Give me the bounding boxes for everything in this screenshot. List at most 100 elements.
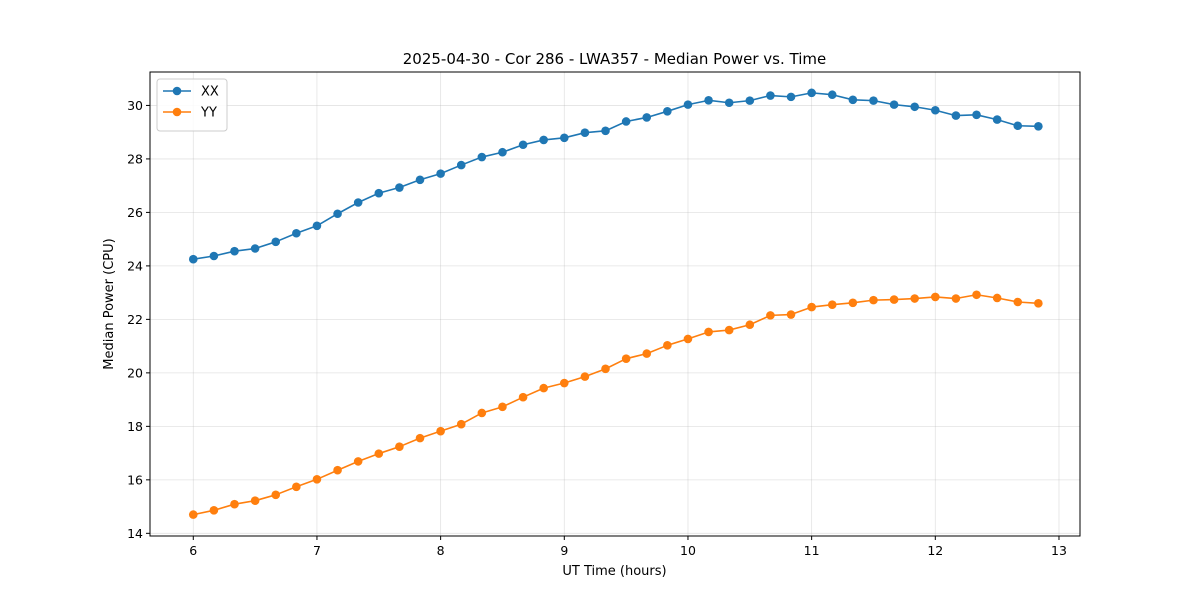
data-point-yy	[477, 408, 487, 418]
chart-title: 2025-04-30 - Cor 286 - LWA357 - Median P…	[403, 50, 827, 68]
data-point-xx	[230, 246, 239, 256]
data-point-xx	[312, 221, 322, 231]
data-point-yy	[250, 496, 260, 506]
data-point-yy	[869, 295, 878, 305]
data-point-xx	[786, 92, 796, 102]
data-point-xx	[601, 126, 610, 136]
data-point-yy	[827, 300, 837, 309]
data-point-xx	[848, 95, 858, 105]
data-point-xx	[642, 113, 652, 122]
y-tick-label: 16	[127, 472, 143, 487]
x-tick-label: 9	[560, 543, 568, 558]
data-point-yy	[456, 419, 466, 429]
data-point-xx	[271, 237, 281, 247]
data-point-xx	[395, 183, 404, 192]
data-point-xx	[518, 140, 528, 150]
y-tick-label: 30	[127, 98, 143, 113]
legend-marker-xx	[172, 86, 182, 96]
data-point-yy	[786, 310, 796, 319]
data-point-xx	[209, 251, 219, 261]
data-point-yy	[333, 465, 342, 475]
data-point-yy	[848, 298, 858, 308]
data-point-yy	[931, 292, 940, 302]
data-point-yy	[312, 475, 322, 484]
data-point-xx	[415, 175, 425, 185]
data-point-yy	[889, 295, 899, 304]
data-point-xx	[539, 135, 548, 145]
data-point-xx	[498, 147, 507, 157]
x-axis-label: UT Time (hours)	[562, 564, 666, 579]
data-point-xx	[1013, 121, 1023, 131]
data-point-xx	[477, 152, 487, 162]
data-point-yy	[724, 325, 734, 335]
data-point-xx	[663, 107, 672, 116]
data-point-xx	[333, 209, 342, 219]
data-point-xx	[1034, 121, 1043, 131]
data-point-xx	[292, 228, 301, 238]
x-tick-label: 12	[927, 543, 943, 558]
x-tick-label: 6	[189, 543, 197, 558]
data-point-xx	[745, 96, 755, 105]
data-point-yy	[188, 510, 198, 519]
data-point-yy	[539, 383, 548, 393]
data-point-xx	[704, 96, 713, 105]
data-point-xx	[436, 169, 445, 178]
data-point-yy	[992, 293, 1002, 303]
y-tick-label: 28	[127, 151, 143, 166]
data-point-yy	[663, 341, 672, 350]
data-point-yy	[1013, 297, 1023, 307]
data-point-xx	[353, 198, 363, 207]
legend-label-yy: YY	[200, 106, 217, 121]
data-point-yy	[230, 499, 239, 509]
data-point-yy	[807, 302, 816, 312]
data-point-yy	[683, 334, 693, 344]
data-point-xx	[621, 117, 631, 126]
data-point-yy	[292, 482, 301, 492]
data-point-yy	[766, 311, 775, 320]
data-point-yy	[271, 490, 281, 500]
y-tick-label: 18	[127, 419, 143, 434]
y-tick-label: 20	[127, 365, 143, 380]
y-tick-label: 14	[127, 526, 143, 541]
data-point-xx	[827, 90, 837, 100]
data-point-yy	[209, 506, 219, 515]
x-tick-label: 13	[1051, 543, 1067, 558]
data-series	[188, 88, 1043, 519]
data-point-yy	[436, 426, 445, 436]
data-point-xx	[889, 100, 899, 109]
data-point-xx	[250, 244, 260, 253]
data-point-xx	[807, 88, 816, 98]
plot-frame	[149, 71, 1081, 537]
data-point-yy	[951, 294, 961, 303]
y-axis-label: Median Power (CPU)	[102, 238, 117, 369]
y-tick-label: 26	[127, 205, 143, 220]
data-point-yy	[415, 433, 425, 443]
data-point-xx	[972, 110, 981, 120]
axis-ticks: 6 7 8 9 10 11 12 13 14 16 18 20 22 24 26 28 30	[127, 98, 1067, 558]
data-point-yy	[395, 442, 404, 451]
data-point-yy	[621, 354, 631, 363]
data-point-yy	[642, 349, 652, 358]
data-point-yy	[580, 372, 590, 381]
x-tick-label: 7	[313, 543, 321, 558]
data-point-xx	[910, 102, 919, 112]
legend-label-xx: XX	[201, 85, 219, 100]
data-point-xx	[766, 91, 775, 100]
data-point-yy	[353, 457, 363, 466]
data-point-xx	[188, 254, 198, 264]
y-tick-label: 24	[127, 258, 143, 273]
data-point-xx	[580, 128, 590, 138]
x-tick-label: 11	[804, 543, 820, 558]
data-point-yy	[972, 290, 981, 300]
data-point-yy	[498, 402, 507, 412]
data-point-yy	[374, 449, 384, 458]
data-point-xx	[869, 96, 878, 105]
data-point-xx	[374, 188, 384, 198]
x-tick-label: 10	[680, 543, 696, 558]
data-point-xx	[724, 98, 734, 108]
data-point-xx	[560, 133, 569, 143]
data-point-yy	[704, 327, 713, 337]
legend: XX YY	[156, 78, 228, 132]
legend-marker-yy	[172, 107, 182, 117]
